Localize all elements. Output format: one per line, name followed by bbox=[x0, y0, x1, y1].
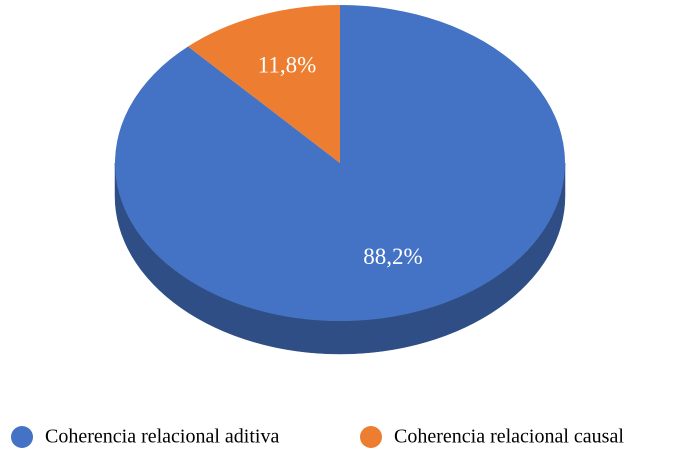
legend-marker bbox=[11, 426, 33, 448]
value-label: 88,2% bbox=[363, 244, 422, 269]
legend-marker bbox=[360, 426, 382, 448]
legend-label: Coherencia relacional aditiva bbox=[45, 426, 279, 448]
slice bbox=[188, 5, 340, 163]
legend-label: Coherencia relacional causal bbox=[394, 426, 624, 448]
value-label: 11,8% bbox=[258, 53, 317, 78]
